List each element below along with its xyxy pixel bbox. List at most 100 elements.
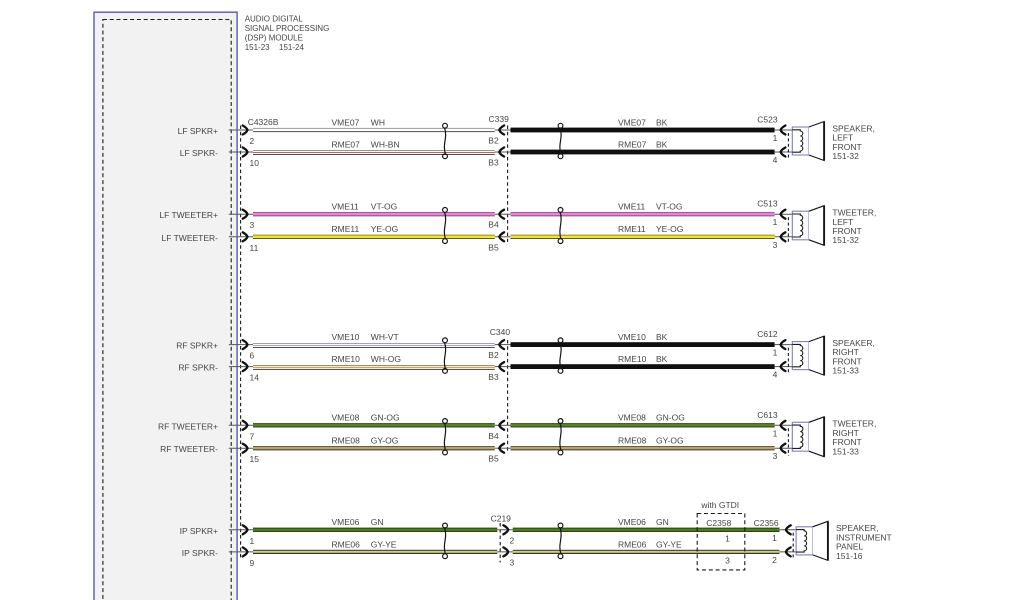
svg-text:B3: B3	[488, 372, 499, 382]
svg-text:SPEAKER,: SPEAKER,	[832, 338, 875, 348]
svg-text:1: 1	[773, 348, 778, 358]
svg-text:VME07: VME07	[618, 117, 646, 127]
svg-text:10: 10	[250, 158, 260, 168]
svg-text:RME10: RME10	[618, 354, 647, 364]
svg-text:YE-OG: YE-OG	[656, 224, 683, 234]
svg-text:RME07: RME07	[332, 139, 361, 149]
svg-text:1: 1	[772, 533, 777, 543]
svg-text:14: 14	[250, 373, 260, 383]
svg-text:RME11: RME11	[332, 224, 360, 234]
svg-text:1: 1	[773, 217, 778, 227]
svg-text:YE-OG: YE-OG	[371, 224, 398, 234]
svg-text:LEFT: LEFT	[832, 133, 853, 143]
svg-text:B2: B2	[488, 136, 499, 146]
svg-text:151-32: 151-32	[832, 151, 859, 161]
svg-text:LF SPKR+: LF SPKR+	[178, 126, 218, 136]
svg-text:VT-OG: VT-OG	[371, 202, 397, 212]
svg-text:C219: C219	[491, 514, 512, 524]
svg-text:VME11: VME11	[618, 202, 646, 212]
svg-text:PANEL: PANEL	[836, 542, 864, 552]
svg-text:15: 15	[250, 454, 260, 464]
svg-text:RME10: RME10	[332, 354, 361, 364]
svg-text:RF TWEETER-: RF TWEETER-	[160, 444, 218, 454]
svg-text:1: 1	[773, 133, 778, 143]
svg-text:SPEAKER,: SPEAKER,	[836, 523, 879, 533]
svg-text:RIGHT: RIGHT	[832, 428, 858, 438]
svg-text:WH-VT: WH-VT	[371, 332, 399, 342]
svg-text:LF TWEETER+: LF TWEETER+	[159, 210, 218, 220]
svg-text:151-33: 151-33	[832, 366, 859, 376]
svg-text:C339: C339	[489, 114, 510, 124]
svg-text:1: 1	[773, 428, 778, 438]
svg-text:BK: BK	[656, 354, 668, 364]
svg-text:GY-OG: GY-OG	[656, 436, 684, 446]
svg-text:2: 2	[250, 136, 255, 146]
svg-text:RME07: RME07	[618, 139, 647, 149]
svg-text:LF TWEETER-: LF TWEETER-	[161, 233, 218, 243]
svg-text:C513: C513	[757, 199, 778, 209]
svg-text:VME06: VME06	[618, 517, 646, 527]
svg-text:GY-OG: GY-OG	[371, 436, 399, 446]
svg-text:WH-BN: WH-BN	[371, 139, 400, 149]
svg-text:151-24: 151-24	[279, 43, 304, 52]
svg-text:WH-OG: WH-OG	[371, 354, 401, 364]
svg-text:B5: B5	[488, 242, 499, 252]
svg-text:4: 4	[773, 370, 778, 380]
svg-text:C2356: C2356	[754, 518, 779, 528]
svg-text:TWEETER,: TWEETER,	[832, 419, 876, 429]
svg-text:RME08: RME08	[332, 436, 361, 446]
svg-text:WH: WH	[371, 117, 385, 127]
svg-text:9: 9	[250, 558, 255, 568]
svg-text:INSTRUMENT: INSTRUMENT	[836, 532, 892, 542]
svg-text:2: 2	[772, 555, 777, 565]
svg-text:GY-YE: GY-YE	[371, 539, 397, 549]
svg-text:7: 7	[250, 431, 255, 441]
svg-text:VT-OG: VT-OG	[656, 202, 682, 212]
svg-text:BK: BK	[656, 332, 668, 342]
svg-text:B3: B3	[488, 158, 499, 168]
svg-text:RF SPKR-: RF SPKR-	[178, 363, 218, 373]
svg-text:GY-YE: GY-YE	[656, 539, 682, 549]
svg-text:3: 3	[773, 240, 778, 250]
svg-text:B5: B5	[488, 454, 499, 464]
svg-text:LEFT: LEFT	[832, 217, 853, 227]
svg-text:3: 3	[725, 555, 730, 565]
svg-text:AUDIO DIGITAL: AUDIO DIGITAL	[245, 15, 304, 24]
svg-text:LF SPKR-: LF SPKR-	[180, 148, 218, 158]
svg-text:BK: BK	[656, 117, 668, 127]
svg-text:1: 1	[725, 533, 730, 543]
svg-text:IP SPKR-: IP SPKR-	[182, 548, 218, 558]
svg-text:(DSP) MODULE: (DSP) MODULE	[245, 33, 303, 42]
svg-text:3: 3	[250, 220, 255, 230]
svg-text:RIGHT: RIGHT	[832, 347, 858, 357]
svg-text:FRONT: FRONT	[832, 226, 861, 236]
svg-text:151-33: 151-33	[832, 446, 859, 456]
svg-text:2: 2	[510, 535, 515, 545]
svg-text:B4: B4	[488, 431, 499, 441]
svg-text:151-16: 151-16	[836, 551, 863, 561]
svg-text:VME06: VME06	[332, 517, 360, 527]
svg-text:RF SPKR+: RF SPKR+	[176, 341, 218, 351]
svg-text:VME08: VME08	[618, 413, 646, 423]
svg-text:SIGNAL PROCESSING: SIGNAL PROCESSING	[245, 24, 330, 33]
svg-text:11: 11	[250, 243, 259, 253]
svg-text:GN-OG: GN-OG	[371, 413, 400, 423]
svg-text:GN: GN	[656, 517, 669, 527]
svg-text:6: 6	[250, 351, 255, 361]
svg-text:RME06: RME06	[618, 539, 647, 549]
svg-text:RME11: RME11	[618, 224, 646, 234]
svg-text:VME08: VME08	[332, 413, 360, 423]
svg-text:4: 4	[773, 155, 778, 165]
svg-text:B4: B4	[488, 220, 499, 230]
svg-text:C613: C613	[757, 410, 778, 420]
svg-text:VME07: VME07	[332, 117, 360, 127]
svg-text:151-32: 151-32	[832, 235, 859, 245]
svg-text:3: 3	[773, 451, 778, 461]
svg-text:VME11: VME11	[332, 202, 360, 212]
svg-text:VME10: VME10	[618, 332, 646, 342]
svg-text:RF TWEETER+: RF TWEETER+	[158, 421, 218, 431]
svg-text:TWEETER,: TWEETER,	[832, 208, 876, 218]
svg-text:VME10: VME10	[332, 332, 360, 342]
svg-text:C4326B: C4326B	[248, 117, 279, 127]
svg-text:IP SPKR+: IP SPKR+	[180, 526, 218, 536]
